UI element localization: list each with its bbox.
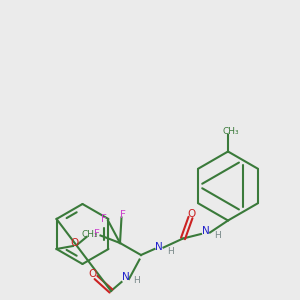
Text: F: F [94, 229, 100, 239]
Text: F: F [120, 210, 126, 220]
Text: F: F [101, 214, 107, 224]
Text: CH₃: CH₃ [223, 128, 239, 136]
Text: H: H [168, 247, 174, 256]
Text: O: O [70, 238, 79, 248]
Text: N: N [122, 272, 129, 282]
Text: O: O [89, 269, 97, 279]
Text: N: N [155, 242, 163, 252]
Text: CH₃: CH₃ [81, 230, 98, 239]
Text: O: O [188, 209, 196, 219]
Text: H: H [133, 276, 140, 285]
Text: H: H [214, 231, 221, 240]
Text: N: N [202, 226, 209, 236]
